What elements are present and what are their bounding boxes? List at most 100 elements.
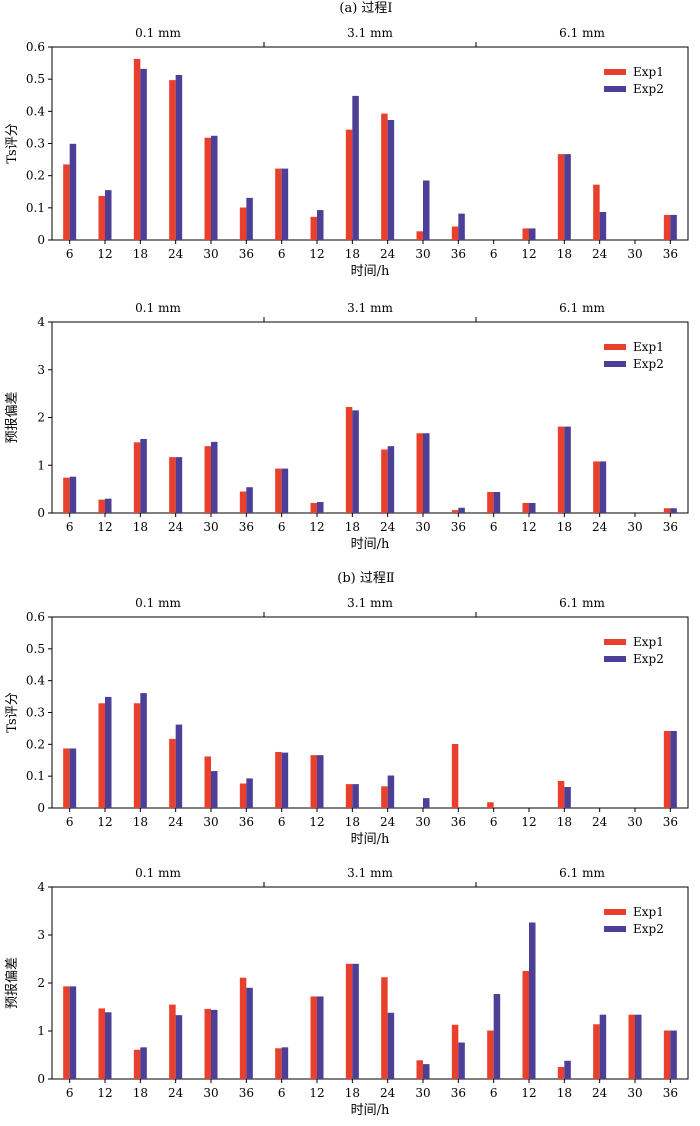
bar-exp1 <box>133 58 141 240</box>
legend-label-exp1: Exp1 <box>633 635 664 649</box>
y-tick-label: 0.5 <box>26 642 45 656</box>
bar-exp2 <box>564 426 571 513</box>
x-tick-label: 36 <box>663 247 678 261</box>
bar-exp2 <box>564 1060 571 1079</box>
x-tick-label: 30 <box>415 247 430 261</box>
bar-exp2 <box>317 755 324 808</box>
x-tick-label: 36 <box>239 247 254 261</box>
bar-exp1 <box>451 744 459 808</box>
y-axis-label: 预报偏差 <box>5 957 20 1009</box>
x-tick-label: 6 <box>490 815 498 829</box>
bar-exp1 <box>663 214 671 240</box>
x-tick-label: 18 <box>133 247 148 261</box>
bar-exp2 <box>140 438 147 513</box>
bar-exp1 <box>98 195 105 240</box>
y-axis-label: 预报偏差 <box>5 391 20 443</box>
x-tick-label: 12 <box>521 815 536 829</box>
bar-exp2 <box>352 410 359 513</box>
y-tick-label: 0 <box>37 1072 45 1086</box>
x-tick-label: 30 <box>415 815 430 829</box>
bar-exp1 <box>451 226 459 240</box>
x-tick-label: 18 <box>345 815 360 829</box>
x-tick-label: 36 <box>663 520 678 534</box>
bar-exp2 <box>246 778 253 808</box>
legend-swatch-exp2 <box>604 86 626 92</box>
bar-exp2 <box>529 228 536 240</box>
y-axis-label: Ts评分 <box>5 123 20 163</box>
bar-exp1 <box>133 1049 141 1079</box>
y-tick-label: 0.1 <box>26 201 45 215</box>
bar-exp2 <box>246 487 253 513</box>
bar-exp2 <box>140 68 147 240</box>
x-tick-label: 18 <box>133 520 148 534</box>
bar-exp1 <box>451 510 459 513</box>
section-title-a: (a) 过程Ⅰ <box>339 1 392 16</box>
bar-exp2 <box>246 987 253 1079</box>
x-tick-label: 36 <box>239 1086 254 1100</box>
bar-exp1 <box>557 780 565 808</box>
bar-exp2 <box>69 986 77 1079</box>
bar-exp1 <box>310 502 317 513</box>
bar-exp1 <box>557 426 565 513</box>
y-axis-label: Ts评分 <box>5 692 20 732</box>
legend-swatch-exp1 <box>604 909 626 915</box>
x-axis-label: 时间/h <box>351 264 390 279</box>
legend-swatch-exp1 <box>604 69 626 75</box>
y-tick-label: 0.1 <box>26 769 45 783</box>
bar-exp1 <box>663 730 671 808</box>
group-label: 6.1 mm <box>559 26 605 40</box>
x-tick-label: 12 <box>97 815 112 829</box>
x-tick-label: 12 <box>521 247 536 261</box>
y-tick-label: 0.6 <box>26 40 45 54</box>
bar-exp1 <box>204 756 211 808</box>
group-label: 3.1 mm <box>347 26 393 40</box>
bar-exp1 <box>310 996 317 1079</box>
bar-exp1 <box>345 129 353 240</box>
x-tick-label: 12 <box>309 1086 324 1100</box>
x-tick-label: 18 <box>557 1086 572 1100</box>
chart-panel-3: 0.1 mm 3.1 mm 6.1 mm 0 0.1 0.2 0.3 0.4 0.5 0.6 6 12… <box>5 596 689 847</box>
bar-exp2 <box>317 502 324 513</box>
bar-exp1 <box>133 442 141 513</box>
y-tick-label: 0.5 <box>26 72 45 86</box>
bar-exp1 <box>663 508 671 513</box>
bar-exp2 <box>564 154 571 240</box>
bar-exp2 <box>387 120 395 240</box>
x-tick-label: 18 <box>133 815 148 829</box>
bar-exp1 <box>204 1008 211 1079</box>
y-tick-label: 0.4 <box>26 674 45 688</box>
chart-panel-1: 0.1 mm 3.1 mm 6.1 mm 0 0.1 0.2 0.3 0.4 0.5 0.6 6 12… <box>5 26 689 279</box>
y-tick-label: 0 <box>37 506 45 520</box>
legend-label-exp2: Exp2 <box>633 652 664 666</box>
x-tick-label: 36 <box>239 815 254 829</box>
x-axis-label: 时间/h <box>351 1103 390 1118</box>
x-tick-label: 6 <box>278 1086 286 1100</box>
bar-exp1 <box>416 433 423 513</box>
x-tick-label: 6 <box>278 520 286 534</box>
bar-exp2 <box>105 1012 112 1079</box>
x-tick-label: 30 <box>203 247 218 261</box>
bar-exp1 <box>63 164 70 240</box>
y-tick-label: 0.6 <box>26 610 45 624</box>
bar-exp1 <box>63 748 70 808</box>
bar-exp2 <box>175 457 183 513</box>
x-tick-label: 6 <box>66 520 74 534</box>
bar-exp2 <box>281 1047 289 1079</box>
bar-exp1 <box>381 449 388 513</box>
bar-exp2 <box>175 74 183 240</box>
bar-exp2 <box>635 1014 642 1079</box>
x-tick-label: 12 <box>309 247 324 261</box>
bar-exp2 <box>493 994 501 1079</box>
y-tick-label: 4 <box>37 315 45 329</box>
bar-exp2 <box>211 135 218 240</box>
plot-frame <box>51 321 689 514</box>
y-tick-label: 3 <box>37 363 45 377</box>
bar-exp2 <box>670 214 677 240</box>
bar-exp2 <box>105 498 112 513</box>
bar-exp1 <box>416 1060 423 1079</box>
y-tick-label: 4 <box>37 880 45 894</box>
bar-exp2 <box>670 1030 677 1079</box>
plot-frame <box>51 616 689 809</box>
x-axis-label: 时间/h <box>351 832 390 847</box>
x-tick-label: 36 <box>451 520 466 534</box>
